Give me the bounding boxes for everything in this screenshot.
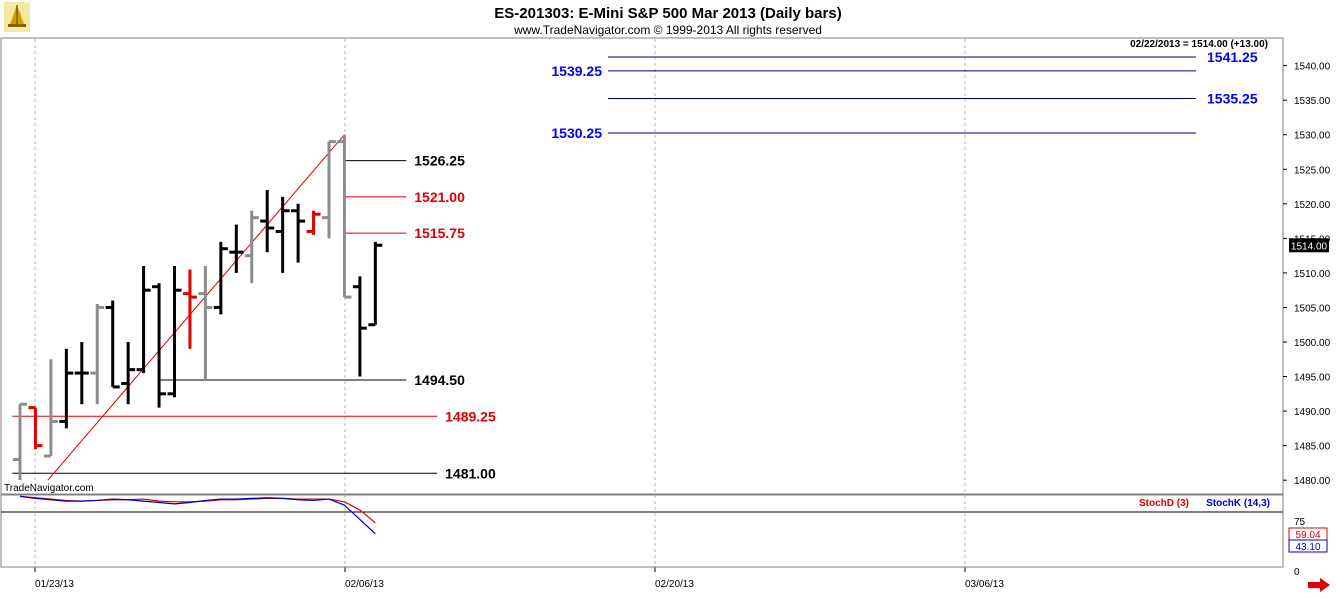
copyright-text: www.TradeNavigator.com © 1999-2013 All r… [513,23,822,37]
price-tick-label: 1480.00 [1294,476,1331,487]
ohlc-bar [28,406,43,450]
ohlc-bar [337,134,352,299]
stochastic-indicator [1,495,1283,535]
ohlc-bar [59,348,74,429]
level-1530-label: 1530.25 [551,125,602,141]
ohlc-bar [352,276,367,377]
price-tick-label: 1520.00 [1294,200,1331,211]
ohlc-bar [43,359,58,458]
stochd-value-marker: 59.04 [1288,527,1328,541]
ohlc-bar [182,269,197,349]
level-1535-label: 1535.25 [1207,90,1258,106]
price-tick-label: 1530.00 [1294,131,1331,142]
price-tick-label: 1490.00 [1294,407,1331,418]
stochd-legend: StochD (3) [1139,498,1189,509]
price-axis: 1540.001535.001530.001525.001520.001515.… [1283,62,1331,487]
trendline [47,134,345,481]
ohlc-bar [213,241,228,315]
date-axis: 01/23/13 02/06/13 02/20/13 03/06/13 [1,566,1283,590]
ohlc-bar [322,140,336,239]
ohlc-bar [90,304,105,405]
trade-navigator-logo-icon [4,2,30,32]
stoch-level-label: 75 [1294,517,1306,528]
ohlc-bars [13,134,383,481]
price-tick-label: 1535.00 [1294,96,1331,107]
price-tick-label: 1485.00 [1294,442,1331,453]
ohlc-bar [275,196,290,273]
chart-title: ES-201303: E-Mini S&P 500 Mar 2013 (Dail… [494,5,841,22]
price-tick-label: 1525.00 [1294,165,1331,176]
ohlc-bar [198,266,213,380]
level-1521-label: 1521.00 [414,189,465,205]
ohlc-bar [306,210,321,235]
ohlc-bar [368,241,383,327]
ohlc-bar [260,190,275,253]
level-lines: 1541.25 1539.25 1535.25 1530.25 1526.25 1521.… [12,49,1258,481]
stochk-value: 43.10 [1295,542,1320,553]
level-1526-label: 1526.25 [414,153,465,169]
level-1494-label: 1494.50 [414,372,465,388]
level-1489-label: 1489.25 [445,408,496,424]
trendline-group [47,134,345,481]
date-tick-label: 03/06/13 [965,579,1004,590]
ohlc-bar [229,224,244,273]
grid-lines [34,39,966,567]
scroll-right-arrow-icon[interactable] [1306,578,1330,592]
ohlc-bar [136,266,151,374]
price-tick-label: 1505.00 [1294,303,1331,314]
price-panel [0,37,1284,495]
level-1539-label: 1539.25 [551,63,602,79]
level-1515-label: 1515.75 [414,225,465,241]
ohlc-bar [244,210,259,284]
ohlc-bar [74,342,89,405]
stoch-zero-label: 0 [1294,567,1300,578]
stochastic-panel [0,494,1284,568]
date-tick-label: 02/20/13 [655,579,694,590]
stochd-value: 59.04 [1295,530,1320,541]
stochk-value-marker: 43.10 [1288,539,1328,553]
ohlc-bar [291,203,306,263]
date-tick-label: 02/06/13 [345,579,384,590]
ohlc-bar [121,342,136,405]
stochk-line [19,495,376,535]
info-text: 02/22/2013 = 1514.00 (+13.00) [1130,39,1268,50]
price-tick-label: 1500.00 [1294,338,1331,349]
level-1541-label: 1541.25 [1207,49,1258,65]
watermark-text: TradeNavigator.com [4,483,94,494]
ohlc-bar [152,283,167,408]
stochk-legend: StochK (14,3) [1206,498,1270,509]
level-1481-label: 1481.00 [445,465,496,481]
ohlc-bar [105,300,120,389]
price-tick-label: 1540.00 [1294,62,1331,73]
price-tick-label: 1495.00 [1294,373,1331,384]
last-price-marker: 1514.00 [1289,238,1329,253]
price-tick-label: 1510.00 [1294,269,1331,280]
ohlc-bar [13,402,27,481]
ohlc-bar [167,266,182,398]
date-tick-label: 01/23/13 [35,579,74,590]
last-price-label: 1514.00 [1291,241,1328,252]
